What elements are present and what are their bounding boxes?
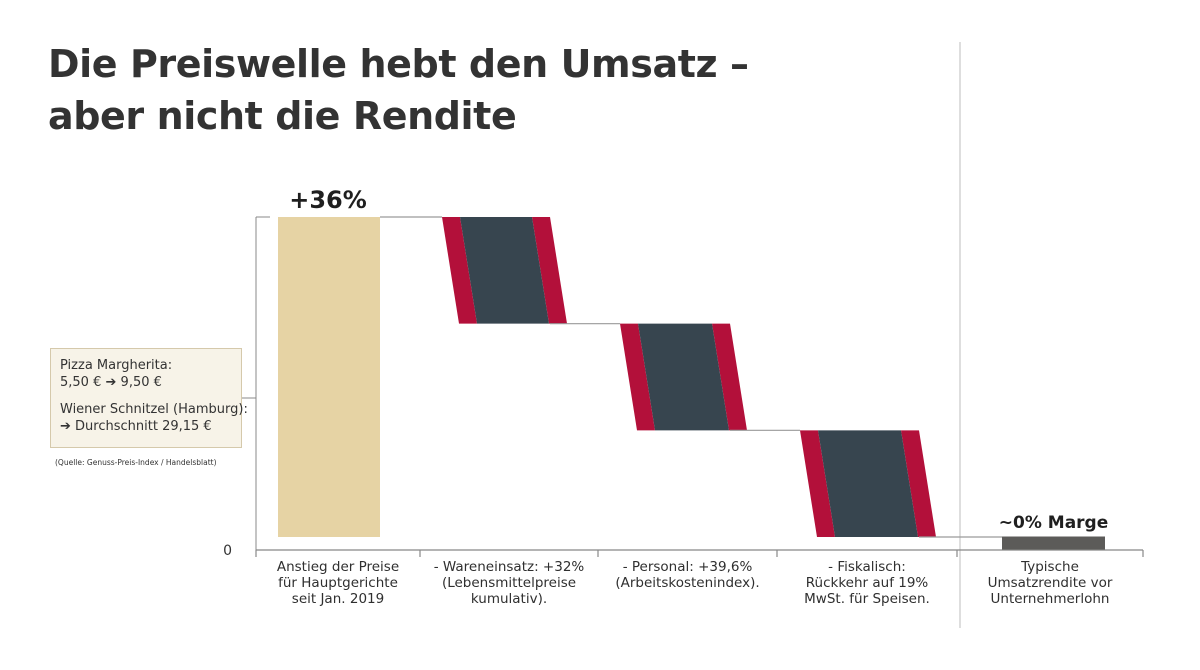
category-label-4-line-1: - Fiskalisch: bbox=[828, 559, 906, 575]
bar-cost-1 bbox=[460, 217, 549, 324]
category-label-1-line-2: für Hauptgerichte bbox=[278, 575, 398, 591]
chart-title: Die Preiswelle hebt den Umsatz – aber ni… bbox=[48, 38, 749, 142]
category-label-3-line-2: (Arbeitskostenindex). bbox=[615, 575, 760, 591]
category-label-5-line-1: Typische bbox=[1021, 559, 1079, 575]
arrow-right-icon: ➔ bbox=[60, 419, 71, 434]
category-label-1-line-1: Anstieg der Preise bbox=[276, 559, 400, 575]
note-item-2-values: ➔ Durchschnitt 29,15 € bbox=[60, 418, 232, 435]
category-label-2-line-1: - Wareneinsatz: +32% bbox=[433, 559, 585, 575]
source-note: (Quelle: Genuss-Preis-Index / Handelsbla… bbox=[55, 458, 217, 467]
category-label-1: Anstieg der Preise für Hauptgerichte seit … bbox=[256, 559, 420, 607]
bar-price-increase bbox=[278, 217, 380, 537]
note-item-1-name: Pizza Margherita: bbox=[60, 358, 173, 373]
note-item-2-name: Wiener Schnitzel (Hamburg): bbox=[60, 402, 248, 417]
category-label-2-line-3: kumulativ). bbox=[470, 591, 548, 607]
arrow-right-icon: ➔ bbox=[105, 375, 117, 390]
bar-cost-edge-right-3 bbox=[901, 430, 936, 537]
note-item-1-to: 9,50 € bbox=[120, 375, 162, 390]
category-label-3: - Personal: +39,6% (Arbeitskostenindex). bbox=[598, 559, 777, 591]
category-label-4: - Fiskalisch: Rückkehr auf 19% MwSt. für S… bbox=[777, 559, 957, 607]
note-item-2-value: Durchschnitt 29,15 € bbox=[75, 419, 212, 434]
category-label-1-line-3: seit Jan. 2019 bbox=[291, 591, 385, 607]
category-label-5: Typische Umsatzrendite vor Unternehmerlohn bbox=[957, 559, 1143, 607]
category-label-5-line-3: Unternehmerlohn bbox=[990, 591, 1110, 607]
price-examples-note: Pizza Margherita: 5,50 € ➔ 9,50 € Wiener… bbox=[50, 348, 248, 448]
bar-result-margin bbox=[1002, 536, 1105, 550]
y-tick-label-0: 0 bbox=[223, 543, 232, 559]
bar-cost-edge-left-2 bbox=[620, 323, 655, 431]
bar-cost-3 bbox=[818, 430, 918, 537]
category-label-4-line-2: Rückkehr auf 19% bbox=[805, 575, 929, 591]
data-label-result: ~0% Marge bbox=[999, 513, 1109, 533]
bar-cost-edge-left-1 bbox=[442, 217, 477, 324]
category-label-2: - Wareneinsatz: +32% (Lebensmittelpreise k… bbox=[420, 559, 598, 607]
category-label-4-line-3: MwSt. für Speisen. bbox=[804, 591, 930, 607]
bar-cost-edge-left-3 bbox=[800, 430, 835, 537]
chart-title-line-2: aber nicht die Rendite bbox=[48, 94, 517, 138]
data-label-price-increase: +36% bbox=[289, 186, 367, 214]
chart-title-line-1: Die Preiswelle hebt den Umsatz – bbox=[48, 42, 749, 86]
note-item-1-values: 5,50 € ➔ 9,50 € bbox=[60, 374, 232, 391]
category-label-5-line-2: Umsatzrendite vor bbox=[987, 575, 1113, 591]
bar-cost-edge-right-2 bbox=[712, 323, 747, 431]
bar-cost-edge-right-1 bbox=[532, 217, 567, 324]
category-label-3-line-1: - Personal: +39,6% bbox=[622, 559, 753, 575]
bar-cost-2 bbox=[638, 323, 729, 431]
category-label-2-line-2: (Lebensmittelpreise bbox=[441, 575, 577, 591]
note-item-1-from: 5,50 € bbox=[60, 375, 102, 390]
